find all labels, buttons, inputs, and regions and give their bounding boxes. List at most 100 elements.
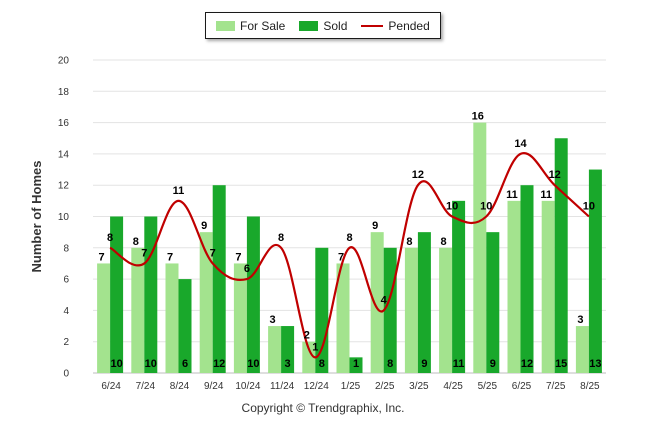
x-tick-label: 2/25 [375,381,395,392]
data-label-sold: 10 [110,358,122,370]
y-tick-label: 16 [58,118,70,129]
bar-sold [588,169,602,373]
data-label-pended: 7 [210,247,216,259]
bar-for-sale [541,200,555,373]
legend-label-pended: Pended [388,18,430,33]
data-label-pended: 1 [312,341,318,353]
x-tick-label: 7/24 [136,381,156,392]
data-label-sold: 6 [182,358,188,370]
data-label-pended: 4 [381,294,388,306]
chart-legend: For Sale Sold Pended [205,12,441,39]
x-tick-label: 8/25 [580,381,600,392]
y-tick-label: 18 [58,87,70,98]
data-label-for-sale: 8 [406,236,412,248]
x-tick-label: 9/24 [204,381,224,392]
data-label-sold: 3 [285,358,291,370]
bar-for-sale [507,200,521,373]
data-label-for-sale: 11 [540,189,552,201]
bar-for-sale [233,263,247,373]
data-label-sold: 8 [319,358,325,370]
data-label-pended: 6 [244,263,250,275]
data-label-for-sale: 8 [133,236,139,248]
bar-sold [554,138,568,373]
legend-label-for-sale: For Sale [240,18,286,33]
legend-item-pended[interactable]: Pended [361,18,430,33]
y-tick-label: 14 [58,149,70,160]
data-label-sold: 12 [521,358,533,370]
bar-sold [520,185,534,373]
bar-sold [486,232,500,373]
data-label-pended: 10 [446,201,458,213]
x-tick-label: 10/24 [235,381,260,392]
x-tick-label: 3/25 [409,381,429,392]
data-label-sold: 8 [387,358,393,370]
data-label-for-sale: 9 [201,220,207,232]
bar-for-sale [575,326,589,373]
data-label-pended: 8 [278,232,284,244]
y-tick-label: 12 [58,181,70,192]
copyright-footer: Copyright © Trendgraphix, Inc. [241,401,405,415]
bar-for-sale [97,263,111,373]
data-label-pended: 14 [514,138,527,150]
bar-sold [246,216,260,373]
legend-item-for-sale[interactable]: For Sale [216,19,285,33]
bar-for-sale [336,263,350,373]
bar-for-sale [370,232,384,373]
data-label-for-sale: 2 [304,330,310,342]
bar-for-sale [302,341,316,373]
data-label-sold: 9 [490,358,496,370]
pended-line-swatch [361,24,384,27]
y-tick-label: 0 [63,369,69,380]
y-tick-label: 2 [63,337,69,348]
x-tick-label: 12/24 [304,381,329,392]
data-label-for-sale: 7 [99,251,105,263]
pended-line [109,152,590,359]
data-label-sold: 13 [589,358,601,370]
data-label-sold: 1 [353,358,359,370]
x-tick-label: 5/25 [478,381,498,392]
data-label-sold: 10 [247,358,259,370]
x-tick-label: 11/24 [270,381,295,392]
data-label-for-sale: 3 [270,314,276,326]
bar-sold [417,232,431,373]
data-label-sold: 12 [213,358,225,370]
x-tick-label: 7/25 [546,381,566,392]
bar-for-sale [131,247,145,373]
bar-for-sale [165,263,179,373]
x-tick-label: 8/24 [170,381,190,392]
bar-sold [315,247,329,373]
y-tick-label: 6 [63,275,69,286]
bar-for-sale [439,247,453,373]
data-label-for-sale: 16 [472,111,484,123]
for-sale-swatch [216,20,235,31]
y-tick-label: 4 [63,306,69,317]
data-label-pended: 12 [412,169,424,181]
y-tick-label: 20 [58,56,70,67]
bar-sold [144,216,158,373]
bar-sold [383,247,397,373]
bar-for-sale [268,326,282,373]
data-label-sold: 11 [453,358,465,370]
data-label-pended: 10 [480,201,492,213]
y-axis-title: Number of Homes [29,161,44,273]
x-tick-label: 4/25 [443,381,463,392]
data-label-pended: 12 [549,169,561,181]
bar-for-sale [473,122,487,373]
bar-sold [281,326,295,373]
y-tick-label: 8 [63,243,69,254]
data-label-sold: 15 [555,358,567,370]
data-label-for-sale: 7 [338,251,344,263]
data-label-for-sale: 7 [235,251,241,263]
legend-item-sold[interactable]: Sold [299,19,347,33]
data-label-sold: 10 [145,358,157,370]
bar-sold [212,185,226,373]
bar-sold [178,279,192,373]
data-label-pended: 10 [583,201,595,213]
bar-for-sale [404,247,418,373]
x-tick-label: 6/25 [512,381,532,392]
data-label-for-sale: 3 [577,314,583,326]
sold-swatch [299,20,319,31]
bar-sold [349,357,363,373]
data-label-pended: 8 [346,232,352,244]
